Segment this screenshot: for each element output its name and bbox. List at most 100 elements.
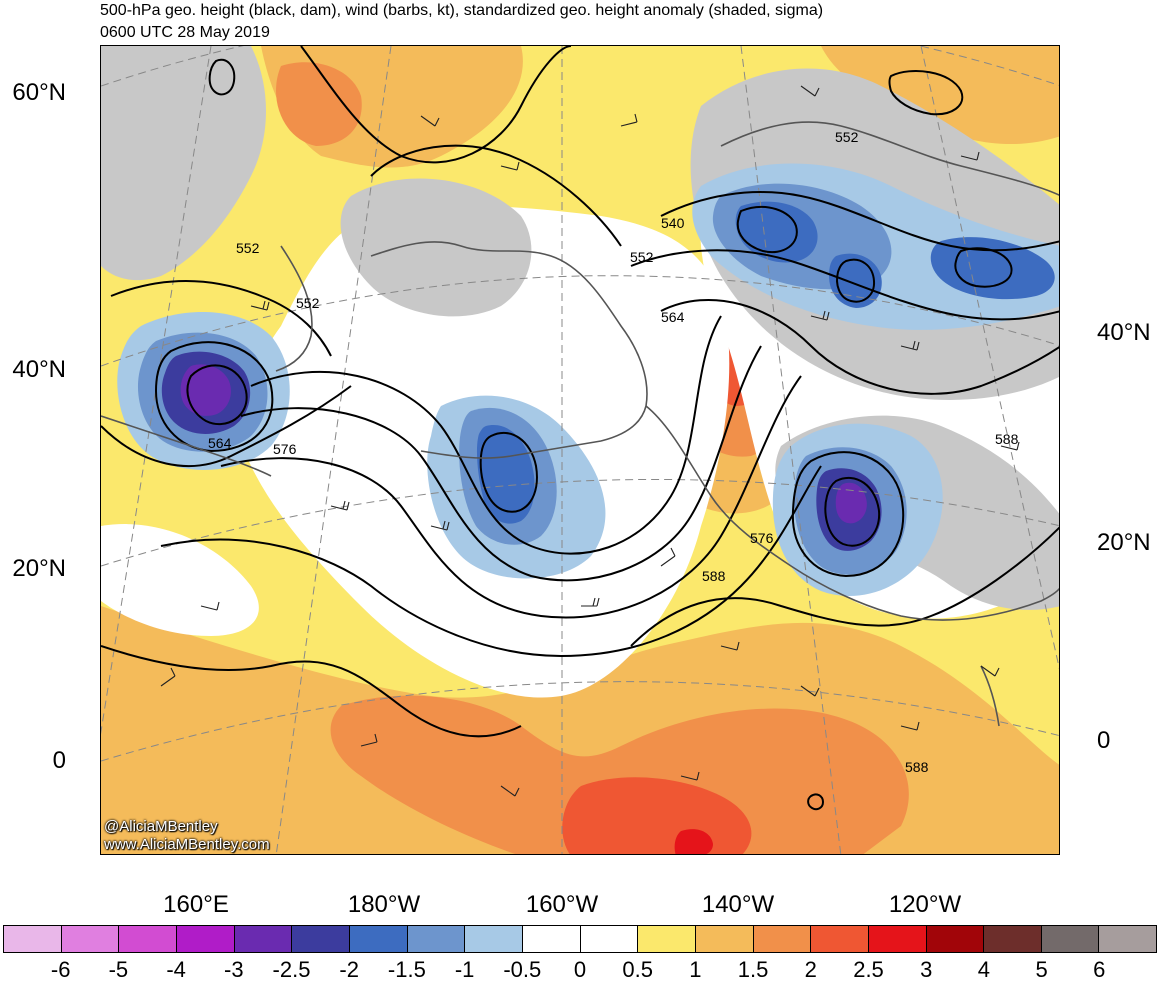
coastline-kamchatka: [275, 245, 313, 372]
colorbar-swatch: [407, 926, 466, 952]
coastline-canada: [645, 405, 1059, 621]
contour-north-b: [370, 144, 622, 247]
colorbar-swatch: [811, 926, 869, 952]
colorbar-label: 1.5: [737, 957, 769, 982]
graticule-lat-20n: [101, 479, 1059, 567]
map-graphic: [101, 46, 1059, 854]
lon-label-180w: 180°W: [347, 891, 421, 918]
contour-trough-c: [220, 375, 802, 619]
wind-barb: [1000, 441, 1020, 451]
colorbar-label: -4: [166, 957, 186, 982]
colorbar-swatch: [61, 926, 120, 952]
colorbar-swatch: [695, 926, 754, 952]
anomaly-gray-north: [340, 178, 532, 317]
colorbar-swatch: [984, 926, 1042, 952]
contour-ne-low3: [954, 247, 1013, 288]
colorbar-label: -0.5: [503, 957, 542, 982]
colorbar-swatch: [1041, 926, 1100, 952]
colorbar-label: -2: [339, 957, 359, 982]
colorbar-swatch: [1099, 926, 1157, 952]
anomaly-white-sw: [101, 524, 259, 636]
wind-barb: [500, 785, 520, 797]
anomaly-light-orange-ne: [821, 46, 1059, 145]
colorbar-label: 0.5: [622, 957, 653, 982]
anomaly-gray-nw: [101, 46, 266, 281]
contour-east-low2: [791, 451, 905, 578]
contour-552-ne: [630, 249, 1059, 321]
colorbar-swatch: [119, 926, 177, 952]
contour-label: 588: [905, 759, 929, 775]
colorbar-label: 3: [920, 957, 933, 982]
height-contours: [101, 46, 1059, 811]
contour-trough-a: [250, 315, 722, 555]
colorbar-label: 1: [689, 957, 702, 982]
anomaly-orange-nw: [276, 62, 362, 146]
colorbar-label: 4: [977, 957, 991, 982]
wind-barb: [500, 161, 520, 171]
graticule-lat-0: [101, 681, 1059, 762]
colorbar-swatch: [868, 926, 927, 952]
contour-nw-low: [208, 58, 236, 96]
wind-barb: [980, 665, 1000, 677]
contour-564-west: [101, 385, 352, 467]
contour-588-south: [101, 645, 522, 738]
graticule: [101, 46, 1059, 854]
contour-label: 552: [296, 295, 320, 311]
lat-label-20n-right: 20°N: [1097, 529, 1151, 556]
lat-label-0-left: 0: [52, 747, 66, 774]
lon-label-120w: 120°W: [888, 891, 962, 918]
lon-label-140w: 140°W: [701, 891, 775, 918]
wind-barbs: [160, 85, 1020, 797]
wind-barb: [720, 641, 740, 651]
wind-barb: [800, 85, 820, 97]
contour-label: 576: [273, 441, 297, 457]
colorbar-label: 2: [804, 957, 817, 982]
contour-588-east: [630, 526, 1059, 647]
anomaly-blue-center-core: [476, 425, 535, 524]
contour-east-low1: [824, 476, 881, 547]
wind-barb: [581, 597, 600, 607]
contour-label: 552: [835, 129, 859, 145]
colorbar-swatch: [349, 926, 408, 952]
contour-540-ne: [660, 191, 1059, 252]
colorbar-swatch: [638, 926, 696, 952]
wind-barb: [250, 300, 270, 311]
colorbar-label: 6: [1093, 957, 1106, 982]
anomaly-purple-east: [835, 482, 867, 524]
colorbar-label: -3: [224, 957, 244, 982]
wind-barb: [900, 340, 920, 351]
wind-barb: [680, 771, 700, 781]
wind-barb: [160, 667, 176, 687]
anomaly-purple-west: [180, 364, 231, 416]
contour-label: 552: [236, 240, 260, 256]
contour-north-a: [300, 46, 572, 164]
wind-barb: [960, 151, 980, 161]
contour-label: 588: [995, 431, 1019, 447]
coastline-asia: [101, 415, 272, 477]
colorbar-swatch: [292, 926, 350, 952]
coastline-arctic: [720, 121, 1059, 196]
wind-barb: [810, 310, 830, 321]
coastline-aleutians: [420, 440, 602, 459]
contour-label: 552: [630, 249, 654, 265]
colorbar-swatch: [580, 926, 639, 952]
contour-west-low2: [154, 341, 274, 453]
lat-label-0-right: 0: [1097, 727, 1111, 754]
colorbar-swatch: [4, 926, 62, 952]
graticule-lon-180w: [275, 46, 392, 854]
contour-552-west: [110, 280, 332, 357]
lon-label-160e: 160°E: [163, 891, 229, 918]
map-panel[interactable]: [100, 45, 1060, 855]
contour-label: 564: [208, 435, 232, 451]
colorbar-swatch: [234, 926, 293, 952]
colorbar-label: 0: [573, 957, 587, 982]
colorbar-label: 2.5: [853, 957, 884, 982]
colorbar-swatch: [522, 926, 581, 952]
wind-barb: [430, 520, 450, 531]
credit-website: www.AliciaMBentley.com: [104, 836, 270, 853]
wind-barb: [420, 115, 440, 127]
wind-barb: [330, 500, 350, 511]
contour-label: 564: [661, 309, 685, 325]
contour-label: 540: [661, 215, 685, 231]
colorbar-label: -6: [50, 957, 71, 982]
